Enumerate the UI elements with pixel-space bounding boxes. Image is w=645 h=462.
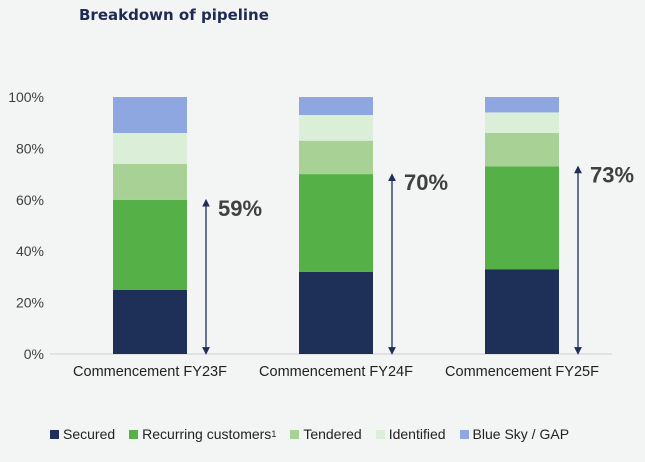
legend-label: Blue Sky / GAP [472, 426, 570, 442]
bar-segment [113, 132, 187, 164]
share-label: 59% [218, 196, 262, 221]
bar-segment [299, 97, 373, 115]
legend-swatch [50, 429, 59, 439]
legend-item: Secured [50, 426, 115, 442]
bar-segment [485, 132, 559, 167]
legend-label: Tendered [303, 426, 362, 442]
bar-segment [299, 140, 373, 175]
x-tick-label: Commencement FY25F [445, 364, 599, 380]
bar-segment [485, 112, 559, 133]
y-tick-label: 80% [16, 140, 44, 156]
y-tick-label: 40% [16, 243, 44, 259]
legend: Secured Recurring customers 1 Tendered Ident… [50, 426, 583, 442]
legend-item: Blue Sky / GAP [459, 426, 570, 442]
bar-segment [299, 271, 373, 354]
legend-item: Tendered [290, 426, 362, 442]
y-tick-label: 0% [24, 346, 44, 362]
legend-label: Identified [388, 426, 446, 442]
bar-segment [485, 97, 559, 113]
bar-segment [299, 114, 373, 141]
legend-label: Recurring customers [142, 426, 272, 442]
legend-swatch [129, 429, 139, 439]
legend-label: Secured [63, 426, 116, 442]
legend-item: Identified [375, 426, 446, 442]
legend-footnote-marker: 1 [271, 429, 277, 439]
x-tick-label: Commencement FY23F [73, 364, 227, 380]
bars [113, 97, 559, 354]
legend-swatch [375, 429, 385, 439]
y-tick-label: 100% [8, 89, 44, 105]
legend-item: Recurring customers 1 [129, 426, 276, 442]
y-tick-label: 60% [16, 192, 44, 208]
bar-segment [299, 174, 373, 272]
x-axis-labels: Commencement FY23F Commencement FY24F Comm… [73, 364, 599, 380]
bar-segment [113, 163, 187, 200]
bar-segment [113, 97, 187, 133]
share-label: 70% [404, 170, 448, 195]
y-tick-label: 20% [16, 295, 44, 311]
bar-segment [113, 199, 187, 290]
annotations: 59% 70% 73% [202, 162, 634, 355]
x-tick-label: Commencement FY24F [259, 364, 413, 380]
share-label: 73% [590, 162, 634, 187]
bar-segment [113, 289, 187, 354]
bar-segment [485, 269, 559, 354]
legend-swatch [459, 429, 469, 439]
chart-title: Breakdown of pipeline [79, 6, 269, 24]
legend-swatch [290, 429, 300, 439]
bar-segment [485, 166, 559, 270]
